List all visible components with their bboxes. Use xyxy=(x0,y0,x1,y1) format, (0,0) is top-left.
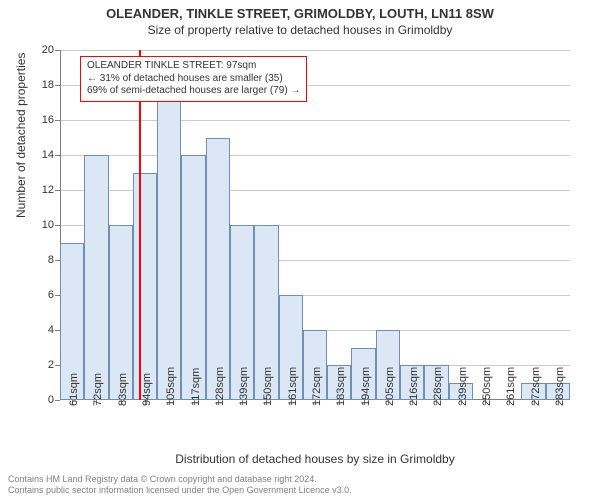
x-tick-label: 216sqm xyxy=(408,367,420,406)
y-tick-label: 10 xyxy=(42,219,54,231)
x-tick-label: 283sqm xyxy=(554,367,566,406)
x-tick-label: 272sqm xyxy=(530,367,542,406)
x-tick-label: 72sqm xyxy=(92,373,104,406)
x-tick-label: 183sqm xyxy=(335,367,347,406)
x-tick-label: 128sqm xyxy=(214,367,226,406)
y-tick-label: 20 xyxy=(42,44,54,56)
histogram-bar xyxy=(157,85,181,400)
annotation-line: ← 31% of detached houses are smaller (35… xyxy=(87,73,300,86)
y-axis-label: Number of detached properties xyxy=(14,53,28,218)
x-tick-label: 161sqm xyxy=(287,367,299,406)
x-tick-label: 239sqm xyxy=(457,367,469,406)
annotation-line: 69% of semi-detached houses are larger (… xyxy=(87,85,300,98)
x-tick-label: 105sqm xyxy=(165,367,177,406)
x-tick-label: 117sqm xyxy=(190,368,202,406)
x-tick-label: 94sqm xyxy=(141,373,153,406)
annotation-box: OLEANDER TINKLE STREET: 97sqm← 31% of de… xyxy=(80,56,307,102)
y-tick-label: 16 xyxy=(42,114,54,126)
histogram-bar xyxy=(133,173,157,401)
y-tick-label: 6 xyxy=(48,289,54,301)
attribution-footer: Contains HM Land Registry data © Crown c… xyxy=(8,474,352,496)
x-tick-label: 172sqm xyxy=(311,367,323,406)
footer-line-2: Contains public sector information licen… xyxy=(8,485,352,496)
y-tick-label: 8 xyxy=(48,254,54,266)
x-tick-label: 194sqm xyxy=(360,367,372,406)
x-tick-label: 150sqm xyxy=(262,367,274,406)
x-tick-label: 139sqm xyxy=(238,367,250,406)
x-tick-label: 261sqm xyxy=(505,367,517,406)
y-tick-label: 2 xyxy=(48,359,54,371)
y-tick-label: 4 xyxy=(48,324,54,336)
x-tick-label: 61sqm xyxy=(68,373,80,406)
grid-line xyxy=(60,155,570,156)
x-tick-label: 83sqm xyxy=(117,373,129,406)
chart-title: OLEANDER, TINKLE STREET, GRIMOLDBY, LOUT… xyxy=(0,0,600,21)
annotation-line: OLEANDER TINKLE STREET: 97sqm xyxy=(87,60,300,73)
x-tick-label: 228sqm xyxy=(432,367,444,406)
grid-line xyxy=(60,120,570,121)
footer-line-1: Contains HM Land Registry data © Crown c… xyxy=(8,474,352,485)
histogram-bar xyxy=(84,155,108,400)
x-axis-label: Distribution of detached houses by size … xyxy=(60,452,570,466)
chart-container: OLEANDER, TINKLE STREET, GRIMOLDBY, LOUT… xyxy=(0,0,600,500)
y-tick-label: 18 xyxy=(42,79,54,91)
x-tick-label: 250sqm xyxy=(481,367,493,406)
histogram-bar xyxy=(206,138,230,401)
grid-line xyxy=(60,50,570,51)
y-tick-label: 14 xyxy=(42,149,54,161)
property-marker-line xyxy=(139,50,141,400)
x-tick-label: 205sqm xyxy=(384,367,396,406)
y-tick-mark xyxy=(55,400,60,401)
plot-area: 0246810121416182061sqm72sqm83sqm94sqm105… xyxy=(60,50,570,400)
histogram-bar xyxy=(181,155,205,400)
y-tick-label: 12 xyxy=(42,184,54,196)
chart-subtitle: Size of property relative to detached ho… xyxy=(0,21,600,37)
y-tick-label: 0 xyxy=(48,394,54,406)
